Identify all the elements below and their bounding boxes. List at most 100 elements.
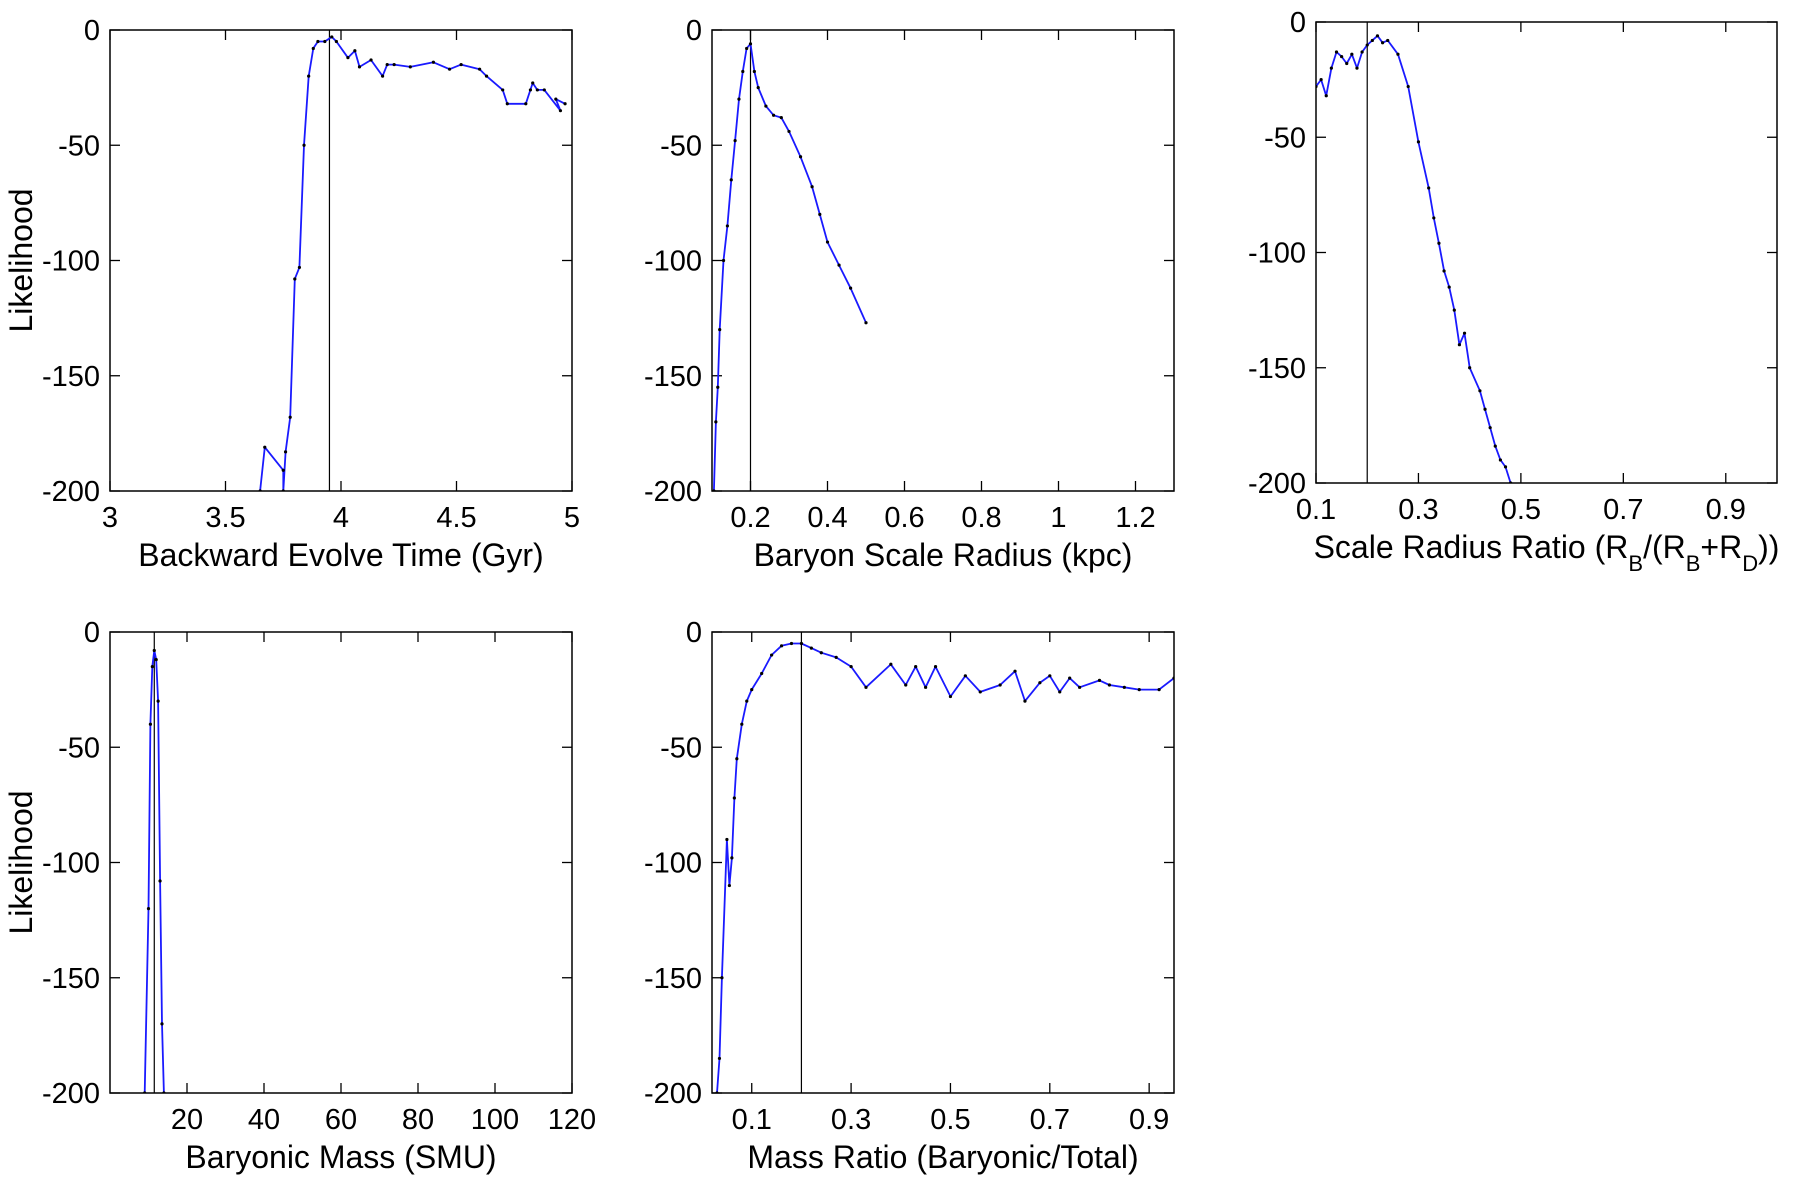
data-point — [733, 139, 737, 143]
data-point — [849, 664, 853, 669]
x-tick-label: 0.1 — [1296, 494, 1336, 526]
data-point — [1493, 444, 1497, 448]
data-point — [729, 178, 733, 182]
data-point — [1406, 84, 1410, 89]
data-point — [447, 67, 452, 71]
data-point — [1442, 269, 1446, 273]
x-tick-label: 0.8 — [961, 502, 1001, 534]
data-point — [146, 907, 151, 911]
y-tick-label: -150 — [644, 361, 702, 393]
data-point — [1396, 52, 1400, 56]
data-point — [258, 489, 262, 491]
data-point — [353, 49, 357, 53]
x-tick-label: 20 — [171, 1104, 203, 1136]
data-point — [745, 699, 749, 703]
y-tick-label: -200 — [644, 476, 702, 508]
data-point — [1324, 94, 1328, 98]
data-point — [727, 883, 731, 888]
y-tick-label: 0 — [1290, 7, 1306, 39]
y-tick-label: 0 — [686, 15, 702, 47]
y-tick-label: -50 — [58, 732, 100, 764]
data-point — [528, 88, 533, 92]
data-point — [1462, 331, 1467, 335]
data-point — [558, 109, 563, 113]
data-point — [152, 648, 156, 653]
data-point — [1316, 84, 1318, 89]
x-tick-label: 3.5 — [205, 502, 245, 534]
x-tick-label: 120 — [548, 1104, 596, 1136]
data-point — [799, 641, 804, 646]
data-point — [478, 67, 482, 71]
data-point — [730, 856, 734, 860]
data-point — [1329, 66, 1333, 70]
data-point — [818, 212, 822, 216]
data-point — [1350, 52, 1354, 56]
y-tick-label: -150 — [42, 963, 100, 995]
data-point — [1380, 41, 1385, 45]
data-point — [563, 102, 567, 106]
data-point — [542, 88, 546, 92]
y-tick-label: -150 — [42, 361, 100, 393]
data-point — [819, 651, 823, 655]
y-axis-label: Likelihood — [3, 790, 39, 934]
data-point — [1498, 458, 1502, 462]
y-tick-label: -50 — [660, 130, 702, 162]
data-point — [357, 65, 362, 69]
data-point — [716, 385, 720, 389]
data-point — [143, 1091, 147, 1093]
x-axis-label: Baryonic Mass (SMU) — [185, 1139, 496, 1175]
x-tick-label: 0.7 — [1030, 1104, 1070, 1136]
data-point — [334, 39, 338, 44]
data-point — [725, 224, 730, 228]
data-point — [1386, 38, 1390, 43]
data-point — [1319, 78, 1323, 82]
data-point — [752, 69, 756, 74]
data-point — [459, 62, 463, 67]
data-point — [369, 58, 373, 62]
x-tick-label: 0.4 — [807, 502, 847, 534]
data-point — [288, 415, 292, 419]
x-tick-label: 0.5 — [930, 1104, 970, 1136]
data-point — [721, 258, 726, 263]
data-point — [330, 35, 334, 39]
data-point — [484, 74, 489, 78]
data-point — [1013, 669, 1017, 673]
y-tick-label: -50 — [58, 130, 100, 162]
plot-frame — [711, 29, 1175, 492]
data-point — [779, 644, 784, 648]
data-point — [718, 328, 722, 332]
data-point — [1483, 407, 1487, 411]
x-tick-label: 100 — [471, 1104, 519, 1136]
data-point — [1370, 38, 1374, 43]
data-point — [1068, 676, 1072, 680]
chart-panel-4: 0 -50 -100 -150 -200 20 40 60 80 100 120 Baryonic M… — [3, 617, 596, 1175]
y-tick-label: -50 — [1264, 122, 1306, 154]
data-point — [745, 46, 749, 51]
data-point — [380, 74, 385, 78]
data-point — [281, 489, 285, 491]
x-tick-label: 0.9 — [1706, 494, 1746, 526]
data-point — [1432, 216, 1436, 220]
x-tick-label: 0.7 — [1603, 494, 1643, 526]
data-point — [408, 65, 412, 69]
data-point — [1488, 426, 1492, 430]
plot-frame — [711, 631, 1175, 1094]
y-tick-label: -100 — [644, 848, 702, 880]
data-point — [1503, 465, 1508, 469]
data-point — [1172, 676, 1174, 680]
data-point — [1478, 389, 1482, 393]
data-point — [770, 653, 774, 657]
data-point — [837, 263, 841, 267]
data-point — [735, 757, 739, 761]
data-point — [501, 88, 505, 92]
data-point — [764, 104, 768, 108]
x-tick-label: 0.3 — [831, 1104, 871, 1136]
data-point — [346, 56, 350, 60]
data-point — [1340, 54, 1344, 59]
data-point — [998, 683, 1002, 687]
data-point — [963, 674, 967, 678]
data-point — [741, 69, 745, 74]
x-tick-label: 1 — [1050, 502, 1066, 534]
data-point — [750, 688, 754, 692]
